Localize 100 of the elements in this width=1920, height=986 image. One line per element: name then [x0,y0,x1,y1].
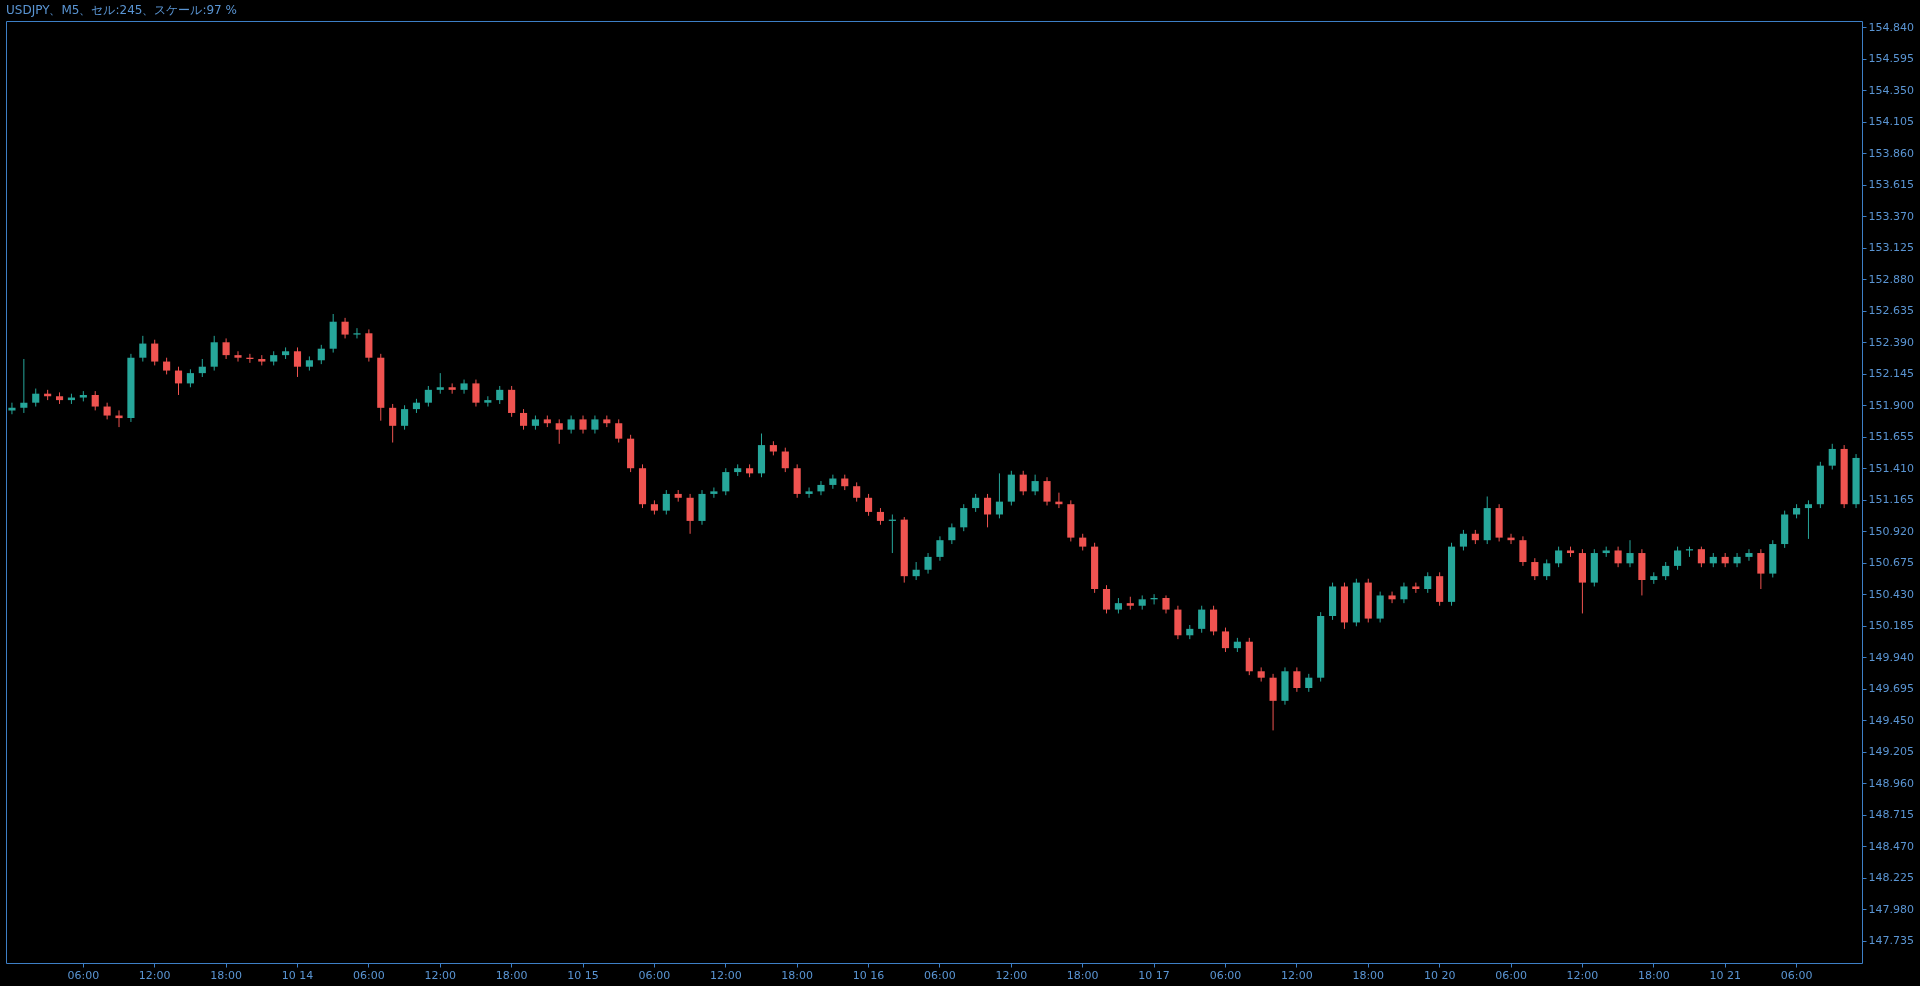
y-tick-label: 154.840 [1868,20,1914,34]
candlestick [1555,546,1563,568]
x-tick-label: 18:00 [781,968,814,982]
candlestick [1745,548,1753,562]
x-tick-label: 10 16 [852,968,885,982]
candlestick [1459,529,1468,551]
x-tick-label: 18:00 [495,968,528,982]
candlestick [151,339,159,366]
candlestick [1804,499,1813,540]
y-tick-label: 152.145 [1868,367,1914,381]
candlestick [960,503,968,532]
candlestick [222,337,230,360]
candlestick [1674,546,1682,571]
candlestick [1102,584,1111,614]
candlestick [1376,591,1384,623]
candlestick [317,344,325,365]
candlestick [817,480,825,496]
candlestick [1221,627,1230,653]
x-tick-label: 18:00 [1637,968,1670,982]
y-tick-label: 150.675 [1868,556,1914,570]
x-tick-label: 12:00 [1566,968,1599,982]
x-tick-label: 06:00 [67,968,100,982]
candlestick [853,481,861,503]
candlestick [293,346,302,378]
candlestick [1424,571,1432,594]
candlestick [1269,673,1277,731]
y-tick-label: 147.735 [1868,934,1914,948]
candlestick [1626,539,1634,568]
y-tick-label: 154.350 [1868,83,1914,97]
candlestick [864,493,873,517]
candlestick [936,535,944,562]
y-tick-label: 153.370 [1868,209,1914,223]
candlestick [1293,666,1301,693]
candlestick [424,385,432,408]
y-tick-label: 147.980 [1868,902,1914,916]
y-tick-label: 151.165 [1868,493,1914,507]
candlestick [615,418,623,444]
candlestick [1543,558,1551,581]
candlestick [139,335,147,363]
candlestick [1198,605,1206,634]
x-tick-label: 18:00 [210,968,242,982]
candlestick [1400,582,1408,604]
x-tick-label: 10 21 [1709,968,1741,982]
x-tick-label: 06:00 [353,968,385,982]
x-tick-label: 10 17 [1138,968,1170,982]
y-tick-label: 151.410 [1868,461,1914,475]
x-tick-label: 12:00 [995,968,1028,982]
candlestick [983,493,992,528]
y-tick-label: 152.390 [1868,335,1914,349]
candlestick [686,493,694,535]
x-tick-label: 06:00 [1495,968,1527,982]
candlestick [1733,552,1741,568]
candlestick [1031,474,1039,496]
candlestick [948,522,956,545]
candlestick [1210,605,1218,636]
y-tick-label: 154.595 [1868,52,1914,66]
candlestick [1614,546,1622,568]
y-tick-label: 153.615 [1868,178,1914,192]
candlestick [436,372,444,395]
candlestick [389,403,397,444]
candlestick [710,487,718,499]
y-tick-label: 150.430 [1868,587,1914,601]
x-tick-label: 06:00 [1209,968,1242,982]
y-tick-label: 151.900 [1868,398,1914,412]
candlestick [924,552,932,575]
x-tick-label: 12:00 [424,968,457,982]
candlestick [400,404,409,431]
y-tick-label: 149.695 [1868,682,1914,696]
x-tick-label: 18:00 [1066,968,1099,982]
y-tick-label: 154.105 [1868,115,1914,129]
x-tick-label: 06:00 [638,968,671,982]
x-tick-label: 06:00 [1780,968,1813,982]
y-tick-label: 153.860 [1868,146,1914,160]
candlestick [995,472,1004,519]
candlestick [1388,591,1396,604]
y-tick-label: 148.960 [1868,776,1914,790]
candlestick [91,390,99,411]
y-tick-label: 152.880 [1868,272,1914,286]
candlestick [174,366,183,396]
candlestick [234,350,242,363]
chart-title: USDJPY、M5、セル:245、スケール:97 % [6,3,237,17]
candlestick [1019,470,1027,496]
candlestick [1757,548,1765,590]
candlestick [1531,557,1539,581]
x-tick-label: 10 15 [567,968,599,982]
x-tick-label: 10 14 [281,968,314,982]
candlestick [460,379,468,395]
candlestick [1519,535,1527,567]
y-tick-label: 151.655 [1868,430,1914,444]
x-tick-label: 12:00 [1281,968,1313,982]
candlestick [472,379,480,408]
y-tick-label: 152.635 [1868,304,1914,318]
candlestick [781,447,789,473]
y-tick-label: 149.450 [1868,713,1914,727]
y-tick-label: 148.715 [1868,808,1914,822]
candlestick [353,327,361,339]
y-tick-label: 148.470 [1868,839,1914,853]
candlestick [519,408,528,431]
candlestick [341,317,349,339]
candlestick [829,474,837,490]
